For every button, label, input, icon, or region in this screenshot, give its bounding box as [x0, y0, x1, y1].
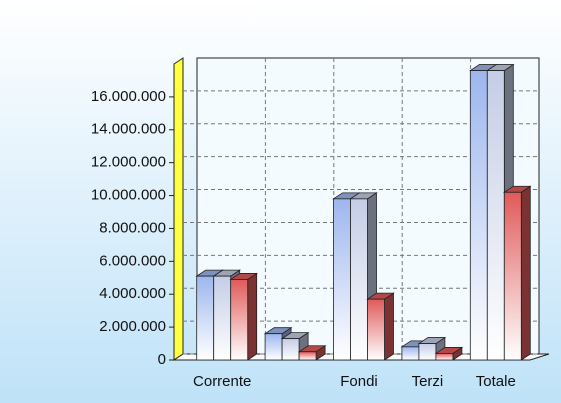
y-tick-label: 12.000.000	[91, 154, 166, 171]
y-tick-label: 4.000.000	[99, 285, 166, 302]
bar	[350, 198, 368, 361]
bar	[230, 279, 249, 361]
bar	[435, 353, 454, 361]
bar	[264, 333, 283, 361]
y-tick-label: 8.000.000	[99, 219, 166, 236]
x-tick-label: Terzi	[412, 373, 444, 390]
bar	[503, 191, 522, 361]
bar	[469, 70, 488, 361]
bar-side	[520, 185, 531, 361]
bar	[333, 198, 351, 361]
bar	[298, 351, 317, 361]
bar	[213, 275, 232, 361]
y-tick-label: 16.000.000	[91, 88, 166, 105]
y-tick-label: 10.000.000	[91, 187, 166, 204]
bar	[486, 70, 505, 361]
y-tick-label: 14.000.000	[91, 121, 166, 138]
bar	[196, 275, 215, 361]
y-tick-label: 6.000.000	[99, 252, 166, 269]
bar-side	[384, 292, 394, 361]
x-tick-label: Totale	[476, 373, 516, 390]
bar	[367, 298, 385, 361]
bar-side	[247, 272, 258, 361]
bar	[281, 338, 300, 361]
x-tick-label: Fondi	[340, 373, 378, 390]
x-tick-label: Corrente	[193, 373, 251, 390]
bar	[401, 346, 420, 361]
bar	[418, 343, 437, 361]
y-tick-label: 0	[158, 351, 166, 368]
y-tick-label: 2.000.000	[99, 318, 166, 335]
left-wall	[173, 57, 184, 361]
